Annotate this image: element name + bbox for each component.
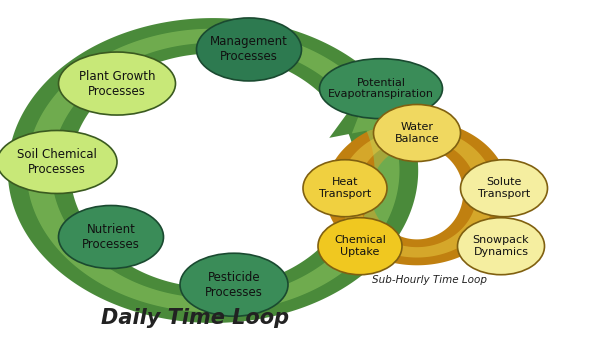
- Text: Water
Balance: Water Balance: [395, 122, 439, 144]
- Polygon shape: [339, 128, 495, 257]
- Ellipse shape: [373, 104, 461, 162]
- Ellipse shape: [303, 160, 387, 217]
- Ellipse shape: [59, 52, 176, 115]
- Text: Potential
Evapotranspiration: Potential Evapotranspiration: [328, 78, 434, 100]
- Polygon shape: [8, 18, 418, 323]
- Text: Nutrient
Processes: Nutrient Processes: [82, 223, 140, 251]
- Text: Sub-Hourly Time Loop: Sub-Hourly Time Loop: [371, 275, 487, 285]
- Text: Pesticide
Processes: Pesticide Processes: [205, 271, 263, 299]
- Text: Daily Time Loop: Daily Time Loop: [101, 308, 289, 328]
- Text: Plant Growth
Processes: Plant Growth Processes: [79, 70, 155, 98]
- Text: Chemical
Uptake: Chemical Uptake: [334, 235, 386, 257]
- Text: Soil Chemical
Processes: Soil Chemical Processes: [17, 148, 97, 176]
- Ellipse shape: [318, 218, 402, 275]
- Polygon shape: [325, 120, 509, 265]
- Polygon shape: [329, 96, 430, 138]
- Ellipse shape: [59, 206, 163, 268]
- Ellipse shape: [320, 59, 443, 119]
- Ellipse shape: [458, 218, 545, 275]
- Text: Management
Processes: Management Processes: [210, 35, 288, 63]
- Ellipse shape: [197, 18, 302, 81]
- Polygon shape: [26, 29, 400, 312]
- Text: Snowpack
Dynamics: Snowpack Dynamics: [473, 235, 529, 257]
- Text: Solute
Transport: Solute Transport: [478, 177, 530, 199]
- Polygon shape: [352, 102, 407, 133]
- Ellipse shape: [461, 160, 548, 217]
- Text: Heat
Transport: Heat Transport: [319, 177, 371, 199]
- Ellipse shape: [0, 131, 117, 193]
- Ellipse shape: [180, 253, 288, 316]
